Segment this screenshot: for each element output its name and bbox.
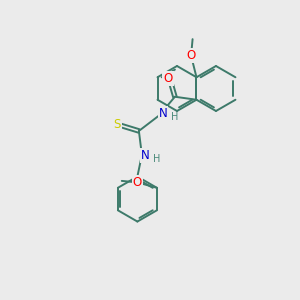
Text: N: N bbox=[141, 149, 150, 162]
Text: O: O bbox=[164, 72, 172, 85]
Text: O: O bbox=[133, 176, 142, 189]
Text: N: N bbox=[158, 107, 167, 120]
Text: S: S bbox=[114, 118, 121, 131]
Text: H: H bbox=[153, 154, 161, 164]
Text: H: H bbox=[171, 112, 178, 122]
Text: O: O bbox=[187, 49, 196, 62]
